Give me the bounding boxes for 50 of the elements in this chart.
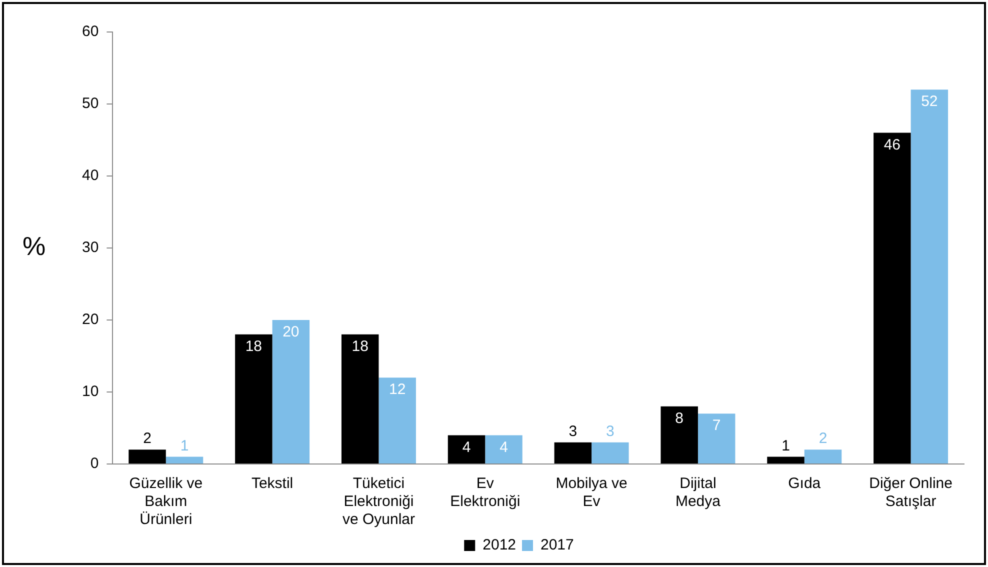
bar: [378, 378, 416, 464]
data-label: 18: [245, 338, 262, 356]
bar: [448, 435, 486, 464]
y-tick-label: 0: [90, 455, 99, 472]
x-tick-label: Ev Elektroniği: [450, 475, 520, 510]
bar: [767, 456, 804, 464]
x-tick-label: Gıda: [788, 475, 822, 492]
data-label: 1: [180, 437, 189, 454]
x-tick-label: Diğer Online Satışlar: [869, 475, 952, 510]
data-label: 3: [568, 423, 578, 440]
bar: [235, 334, 272, 464]
data-label: 4: [462, 438, 471, 456]
y-axis-title: %: [22, 231, 46, 262]
x-tick-label: Dijital Medya: [675, 475, 722, 510]
bar: [554, 442, 592, 464]
data-label: 4: [500, 438, 508, 456]
legend-label: 2017: [540, 536, 574, 554]
legend-label: 2012: [482, 536, 516, 554]
data-label: 52: [921, 93, 938, 110]
data-label: 8: [675, 410, 684, 428]
bar: [804, 450, 842, 464]
bar: [166, 456, 204, 464]
y-tick-label: 20: [82, 311, 99, 328]
bar: [341, 334, 379, 464]
y-tick-label: 40: [82, 167, 99, 184]
bar: [485, 435, 522, 464]
data-label: 20: [282, 324, 300, 341]
bar: [910, 90, 948, 464]
data-label: 3: [606, 423, 614, 440]
y-tick-label: 10: [82, 383, 99, 400]
data-label: 1: [782, 437, 790, 454]
data-label: 18: [352, 338, 368, 356]
data-label: 7: [712, 417, 721, 434]
data-label: 12: [389, 381, 406, 398]
bar: [698, 414, 736, 464]
y-tick-label: 50: [82, 95, 99, 112]
bar: [592, 442, 629, 464]
y-tick-label: 60: [82, 23, 99, 40]
bar: [874, 132, 911, 464]
x-tick-label: Tüketici Elektroniği ve Oyunlar: [342, 475, 415, 528]
data-label: 46: [884, 136, 901, 154]
bar: [128, 450, 166, 464]
x-tick-label: Mobilya ve Ev: [556, 475, 628, 510]
data-label: 2: [818, 430, 828, 448]
x-tick-label: Güzellik ve Bakım Ürünleri: [129, 475, 203, 528]
y-tick-label: 30: [82, 239, 99, 256]
data-label: 2: [143, 430, 152, 448]
bar: [660, 406, 698, 464]
x-tick-label: Tekstil: [251, 475, 294, 492]
bar: [272, 320, 310, 464]
